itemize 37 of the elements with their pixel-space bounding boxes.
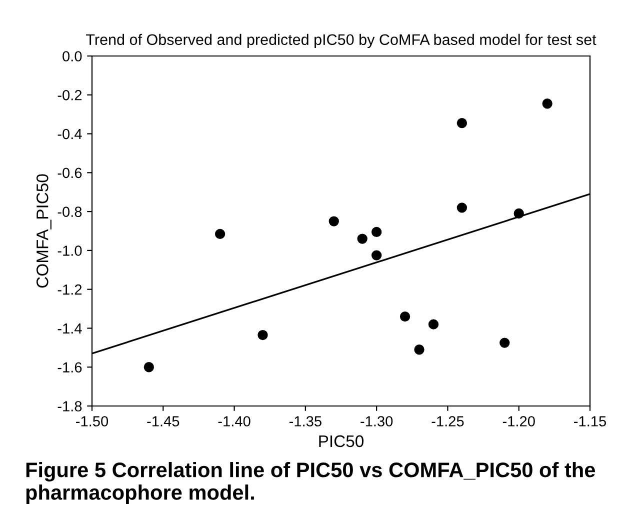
- point: [542, 98, 552, 109]
- y-tick-label: -1.6: [58, 362, 82, 373]
- point: [371, 226, 382, 238]
- point: [428, 319, 439, 330]
- point: [258, 330, 268, 340]
- y-tick-label: -1.4: [58, 323, 82, 334]
- point: [400, 311, 410, 322]
- y-axis-title: COMFA_PIC50: [36, 174, 52, 288]
- point: [414, 344, 424, 355]
- y-tick-label: -0.4: [58, 128, 82, 140]
- y-tick-label: -1.0: [58, 246, 82, 256]
- x-tick-label: -1.30: [360, 416, 393, 426]
- point: [456, 118, 468, 128]
- point: [357, 234, 368, 244]
- point: [500, 338, 510, 348]
- y-tick-label: -0.6: [58, 168, 82, 178]
- point: [371, 250, 382, 260]
- x-tick-label: -1.40: [218, 416, 250, 426]
- x-tick-label: -1.20: [502, 416, 535, 426]
- chart-title: Trend of Observed and predicted pIC50 by CoMFA based model for test set: [86, 34, 596, 48]
- y-tick-label: -1.8: [58, 401, 82, 412]
- y-tick-label: 0.0: [62, 51, 82, 62]
- point: [144, 362, 154, 372]
- caption: Figure 5 Correlation line of PIC50 vs COMFA_PIC50 of the pharmacophore model.: [26, 462, 596, 504]
- x-tick-label: -1.45: [147, 416, 180, 426]
- y-tick-label: -0.2: [58, 90, 82, 100]
- x-tick-label: -1.50: [76, 416, 108, 426]
- x-tick-label: -1.25: [432, 416, 464, 426]
- point: [328, 216, 339, 226]
- x-tick-label: -1.15: [574, 416, 606, 426]
- point: [514, 208, 524, 219]
- point: [456, 202, 468, 213]
- point: [214, 228, 226, 240]
- y-tick-label: -0.8: [58, 206, 82, 217]
- x-tick-label: -1.35: [289, 416, 322, 426]
- y-tick-label: -1.2: [58, 284, 82, 295]
- x-axis-title: PIC50: [319, 435, 364, 448]
